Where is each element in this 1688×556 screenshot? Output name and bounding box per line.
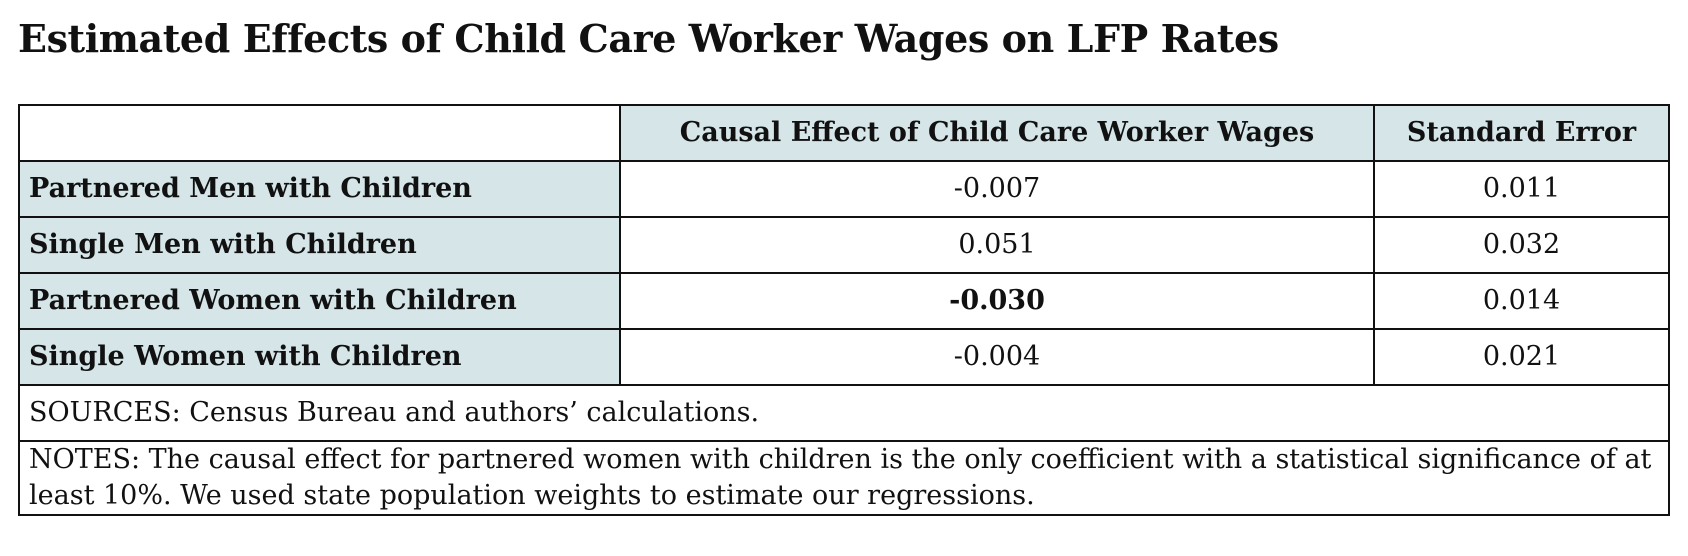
standard-error-column-header: Standard Error [1373, 104, 1670, 162]
causal-effect-cell-significant: -0.030 [619, 272, 1375, 330]
page-title: Estimated Effects of Child Care Worker W… [18, 16, 1279, 61]
results-table: Causal Effect of Child Care Worker Wages… [18, 104, 1670, 516]
corner-header-cell [18, 104, 621, 162]
causal-effect-cell: 0.051 [619, 216, 1375, 274]
row-label: Single Women with Children [18, 328, 621, 386]
sources-row: SOURCES: Census Bureau and authors’ calc… [18, 384, 1670, 442]
notes-text: NOTES: The causal effect for partnered w… [18, 440, 1670, 516]
causal-effect-cell: -0.007 [619, 160, 1375, 218]
causal-effect-column-header: Causal Effect of Child Care Worker Wages [619, 104, 1375, 162]
row-label: Partnered Men with Children [18, 160, 621, 218]
table-row: Partnered Men with Children -0.007 0.011 [18, 160, 1670, 218]
table-row: Partnered Women with Children -0.030 0.0… [18, 272, 1670, 330]
table-header-row: Causal Effect of Child Care Worker Wages… [18, 104, 1670, 162]
table-row: Single Women with Children -0.004 0.021 [18, 328, 1670, 386]
row-label: Partnered Women with Children [18, 272, 621, 330]
causal-effect-cell: -0.004 [619, 328, 1375, 386]
standard-error-cell: 0.014 [1373, 272, 1670, 330]
standard-error-cell: 0.011 [1373, 160, 1670, 218]
table-row: Single Men with Children 0.051 0.032 [18, 216, 1670, 274]
sources-note: SOURCES: Census Bureau and authors’ calc… [18, 384, 1670, 442]
standard-error-cell: 0.032 [1373, 216, 1670, 274]
notes-row: NOTES: The causal effect for partnered w… [18, 440, 1670, 516]
row-label: Single Men with Children [18, 216, 621, 274]
standard-error-cell: 0.021 [1373, 328, 1670, 386]
